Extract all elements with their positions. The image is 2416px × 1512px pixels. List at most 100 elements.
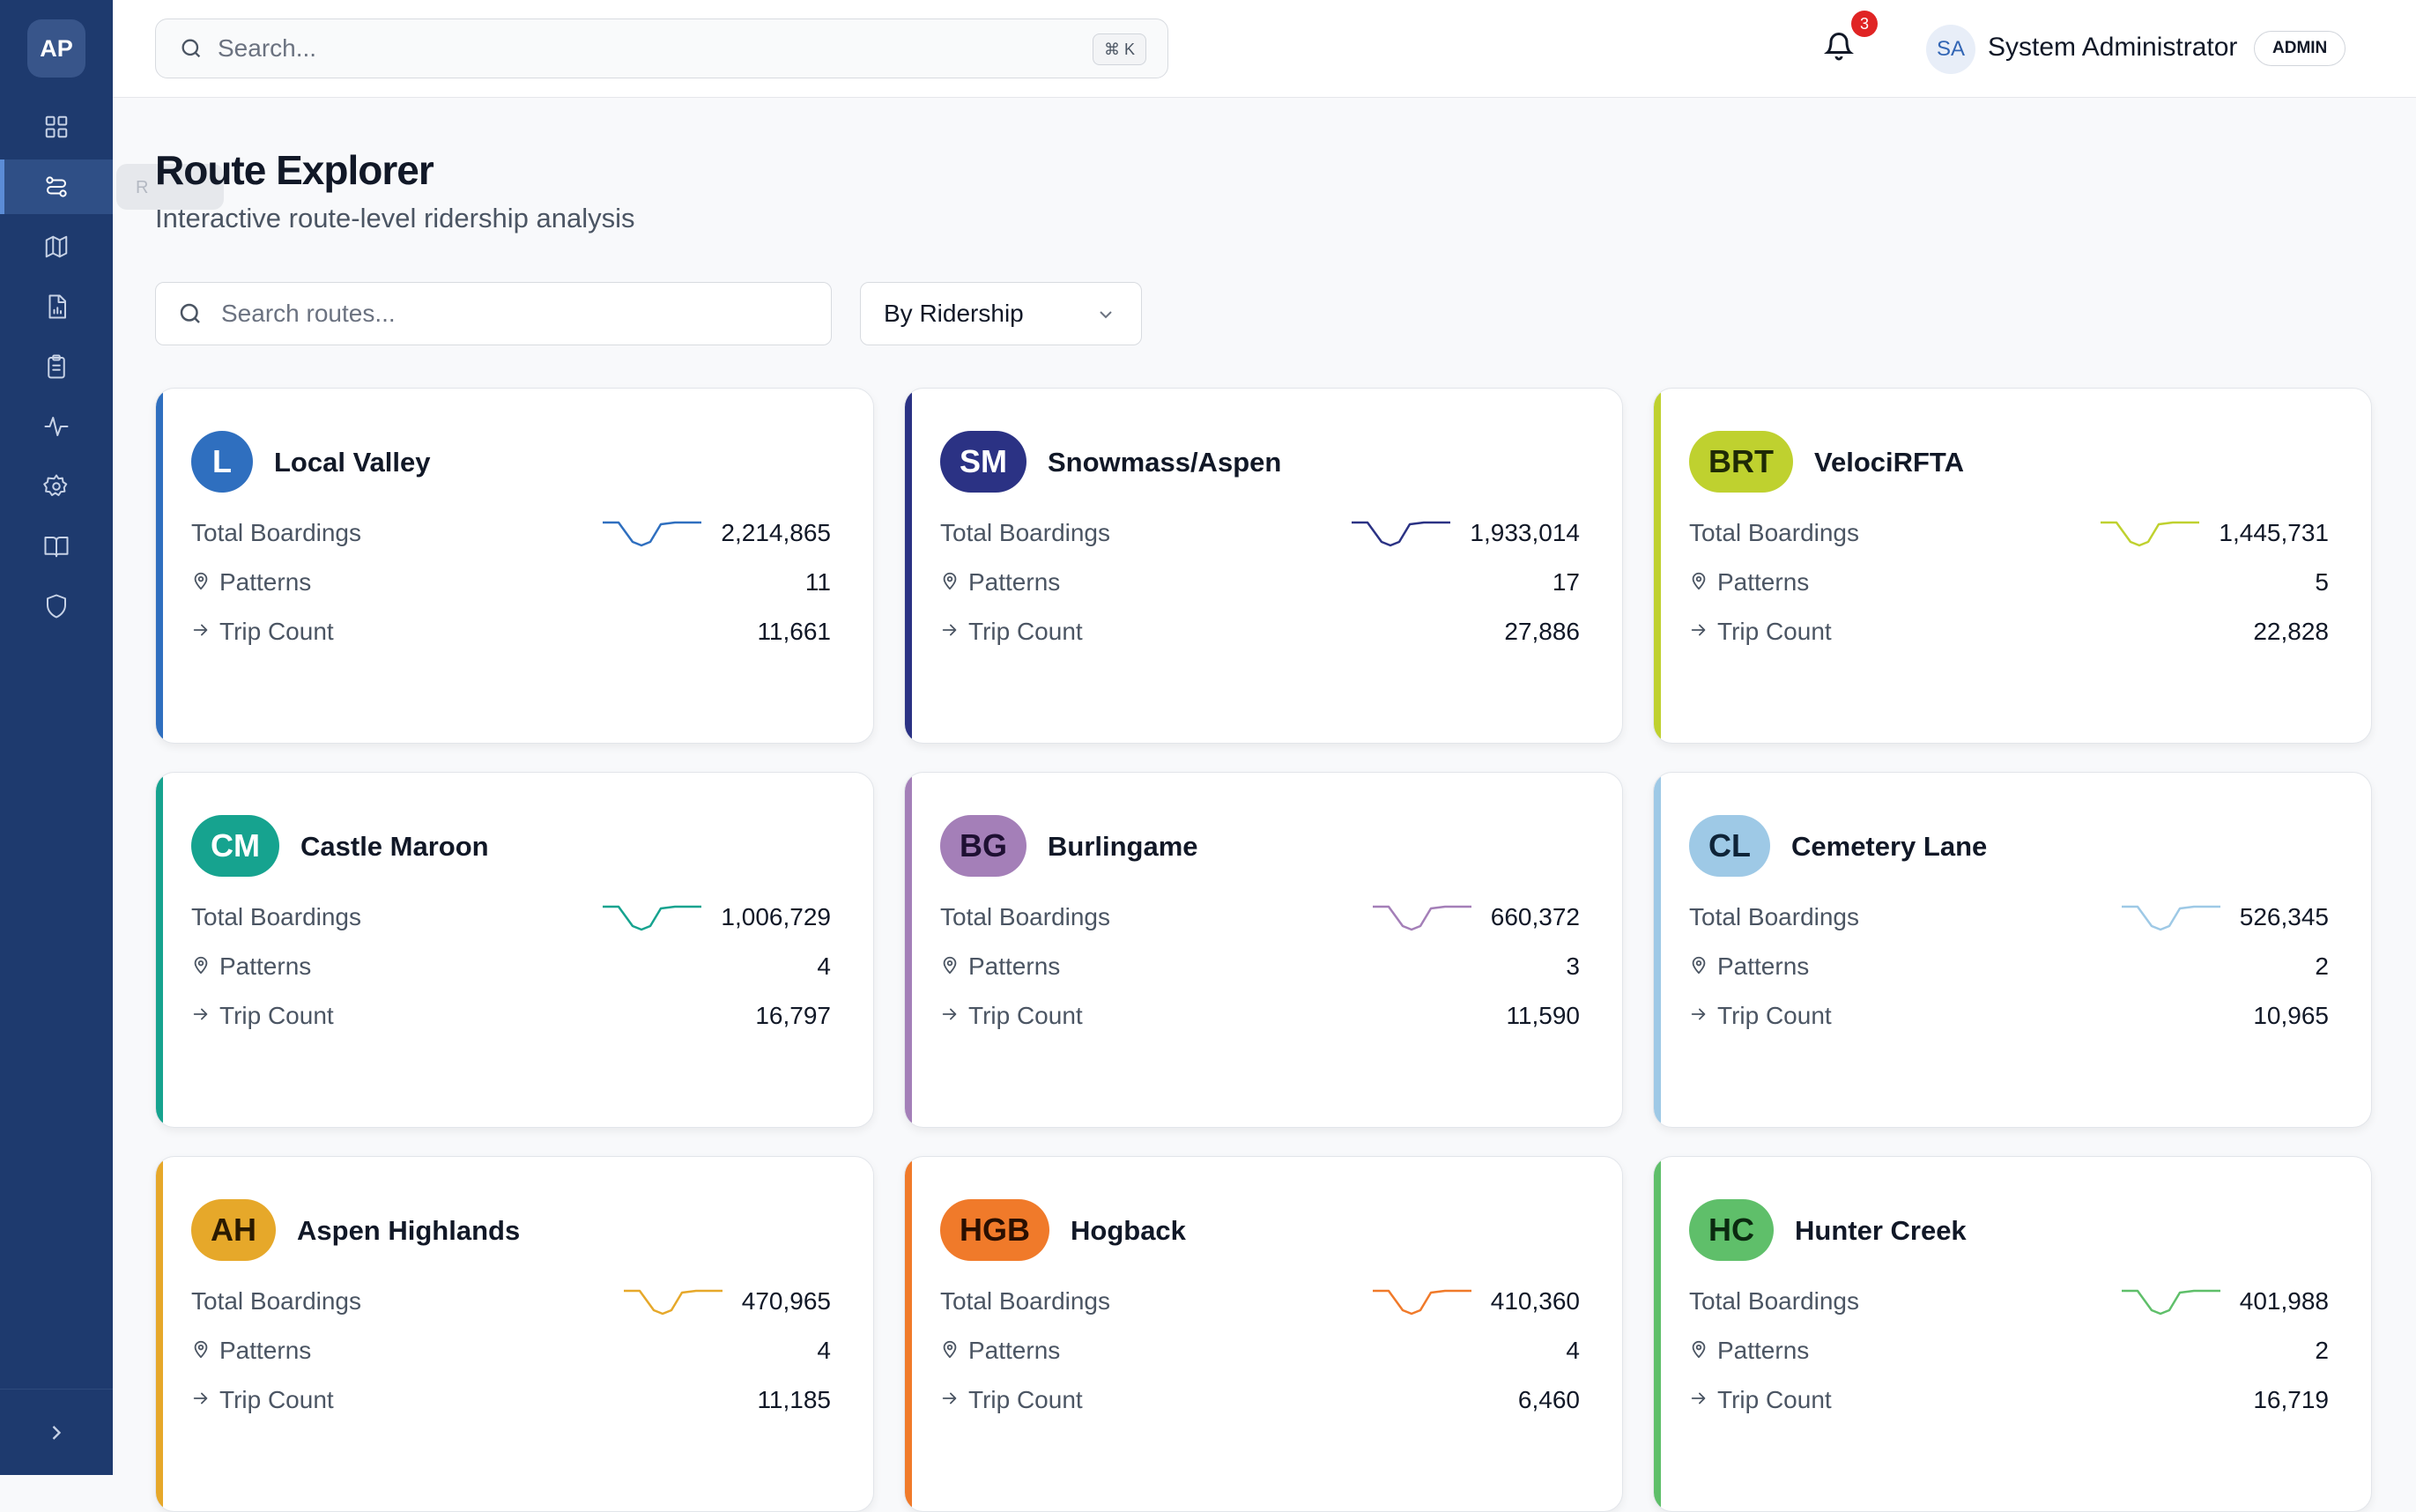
route-card[interactable]: HC Hunter Creek Total Boardings 401,988 Patt… <box>1653 1156 2372 1512</box>
trip-count-label: Trip Count <box>191 1386 334 1414</box>
sort-select[interactable]: By Ridership <box>860 282 1142 345</box>
sidebar-item-map[interactable] <box>0 219 113 274</box>
patterns-row: Patterns 4 <box>940 1333 1580 1368</box>
sidebar-item-clipboard[interactable] <box>0 339 113 394</box>
sidebar-item-security[interactable] <box>0 579 113 634</box>
ridership-sparkline <box>623 1289 723 1316</box>
pin-icon <box>191 952 219 981</box>
patterns-label-text: Patterns <box>219 952 312 980</box>
total-boardings-value: 1,006,729 <box>721 903 831 930</box>
trip-count-label: Trip Count <box>191 1002 334 1030</box>
page-subtitle: Interactive route-level ridership analys… <box>155 203 635 233</box>
trip-count-label-text: Trip Count <box>1717 618 1832 645</box>
patterns-label: Patterns <box>940 568 1060 597</box>
total-boardings-label: Total Boardings <box>1689 903 1860 930</box>
trip-count-value: 10,965 <box>2253 1002 2329 1029</box>
ridership-sparkline <box>2101 521 2200 547</box>
patterns-label: Patterns <box>1689 568 1809 597</box>
route-card[interactable]: CM Castle Maroon Total Boardings 1,006,729 P… <box>155 772 874 1128</box>
dashboard-icon <box>45 115 68 138</box>
route-card[interactable]: HGB Hogback Total Boardings 410,360 Patterns… <box>904 1156 1623 1512</box>
sidebar-item-dashboard[interactable] <box>0 100 113 154</box>
total-boardings-label: Total Boardings <box>1689 519 1860 546</box>
route-code-badge: CL <box>1689 815 1770 877</box>
sort-select-value: By Ridership <box>884 300 1024 327</box>
sidebar-item-activity[interactable] <box>0 399 113 454</box>
bell-icon <box>1823 33 1855 61</box>
ridership-sparkline <box>603 905 702 931</box>
patterns-label-text: Patterns <box>219 568 312 596</box>
sidebar-item-docs[interactable] <box>0 519 113 574</box>
trip-count-row: Trip Count 10,965 <box>1689 998 2329 1034</box>
route-card[interactable]: CL Cemetery Lane Total Boardings 526,345 Pat… <box>1653 772 2372 1128</box>
patterns-row: Patterns 4 <box>191 949 831 984</box>
sidebar-item-settings[interactable] <box>0 459 113 514</box>
user-name[interactable]: System Administrator <box>1988 33 2238 62</box>
sidebar-item-routes[interactable] <box>0 159 113 214</box>
book-icon <box>44 537 69 558</box>
patterns-label: Patterns <box>940 1337 1060 1365</box>
notifications-button[interactable] <box>1823 30 1858 65</box>
arrow-right-icon <box>1689 618 1717 646</box>
patterns-value: 4 <box>1566 1337 1580 1364</box>
trip-count-label: Trip Count <box>1689 618 1832 646</box>
route-card[interactable]: SM Snowmass/Aspen Total Boardings 1,933,014… <box>904 388 1623 744</box>
arrow-right-icon <box>1689 1002 1717 1030</box>
patterns-label: Patterns <box>940 952 1060 981</box>
route-color-bar <box>1654 1157 1661 1511</box>
app-logo[interactable]: AP <box>27 19 85 78</box>
total-boardings-row: Total Boardings 1,445,731 <box>1689 515 2329 551</box>
arrow-right-icon <box>1689 1386 1717 1414</box>
patterns-row: Patterns 2 <box>1689 1333 2329 1368</box>
patterns-value: 5 <box>2315 568 2329 596</box>
patterns-row: Patterns 3 <box>940 949 1580 984</box>
patterns-label-text: Patterns <box>1717 568 1810 596</box>
total-boardings-value: 1,445,731 <box>2219 519 2329 546</box>
trip-count-value: 11,661 <box>757 618 831 645</box>
route-code-badge: BRT <box>1689 431 1793 493</box>
trip-count-label: Trip Count <box>940 1002 1083 1030</box>
route-card[interactable]: BRT VelociRFTA Total Boardings 1,445,731 Pat… <box>1653 388 2372 744</box>
ridership-sparkline <box>2121 1289 2220 1316</box>
trip-count-row: Trip Count 22,828 <box>1689 614 2329 649</box>
pin-icon <box>1689 952 1717 981</box>
total-boardings-value: 2,214,865 <box>721 519 831 546</box>
route-code-badge: AH <box>191 1199 276 1261</box>
chevron-right-icon <box>52 1425 62 1440</box>
route-name: Local Valley <box>274 447 431 478</box>
trip-count-row: Trip Count 6,460 <box>940 1382 1580 1418</box>
route-card[interactable]: BG Burlingame Total Boardings 660,372 Patter… <box>904 772 1623 1128</box>
user-avatar[interactable]: SA <box>1926 25 1975 74</box>
trip-count-label-text: Trip Count <box>1717 1002 1832 1029</box>
arrow-right-icon <box>191 1002 219 1030</box>
patterns-row: Patterns 4 <box>191 1333 831 1368</box>
route-code-badge: SM <box>940 431 1026 493</box>
total-boardings-label: Total Boardings <box>1689 1287 1860 1315</box>
total-boardings-row: Total Boardings 410,360 <box>940 1284 1580 1319</box>
patterns-label-text: Patterns <box>968 952 1061 980</box>
route-color-bar <box>1654 389 1661 743</box>
route-search-input[interactable]: Search routes... <box>155 282 832 345</box>
route-color-bar <box>156 389 163 743</box>
trip-count-row: Trip Count 11,590 <box>940 998 1580 1034</box>
sidebar-expand-button[interactable] <box>0 1389 113 1475</box>
patterns-label-text: Patterns <box>968 568 1061 596</box>
patterns-label: Patterns <box>191 1337 311 1365</box>
route-card[interactable]: AH Aspen Highlands Total Boardings 470,965 P… <box>155 1156 874 1512</box>
global-search[interactable]: Search... ⌘ K <box>155 19 1168 78</box>
route-color-bar <box>905 773 912 1127</box>
sidebar-item-reports[interactable] <box>0 279 113 334</box>
total-boardings-value: 526,345 <box>2239 903 2329 930</box>
sidebar: AP <box>0 0 113 1475</box>
patterns-value: 17 <box>1552 568 1580 596</box>
page-title: Route Explorer <box>155 147 434 193</box>
total-boardings-label: Total Boardings <box>191 1287 362 1315</box>
patterns-row: Patterns 2 <box>1689 949 2329 984</box>
trip-count-label-text: Trip Count <box>219 618 334 645</box>
patterns-value: 11 <box>804 568 831 596</box>
total-boardings-row: Total Boardings 2,214,865 <box>191 515 831 551</box>
top-header: Search... ⌘ K 3 SA System Administrator … <box>113 0 2416 98</box>
route-card[interactable]: L Local Valley Total Boardings 2,214,865 Pat… <box>155 388 874 744</box>
shield-icon <box>47 594 66 619</box>
route-code-badge: CM <box>191 815 279 877</box>
